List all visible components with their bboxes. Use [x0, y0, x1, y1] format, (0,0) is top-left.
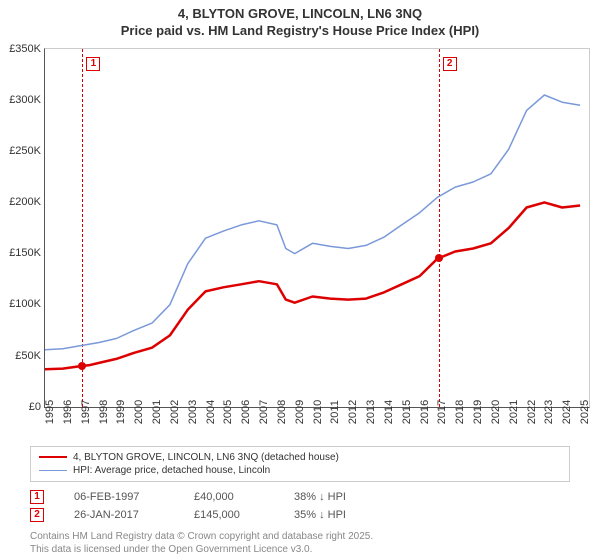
sales-marker-box: 1 — [30, 490, 44, 504]
title-line-2: Price paid vs. HM Land Registry's House … — [0, 23, 600, 40]
x-tick-label: 2012 — [347, 400, 359, 424]
y-tick-label: £250K — [9, 145, 41, 157]
x-tick-label: 2021 — [508, 400, 520, 424]
x-tick-label: 1995 — [44, 400, 56, 424]
legend: 4, BLYTON GROVE, LINCOLN, LN6 3NQ (detac… — [30, 446, 570, 482]
x-tick-label: 1999 — [115, 400, 127, 424]
x-tick-label: 2002 — [169, 400, 181, 424]
x-axis-labels: 1995199619971998199920002001200220032004… — [44, 408, 590, 446]
sales-pct: 35% ↓ HPI — [294, 509, 384, 521]
series-property — [45, 202, 580, 369]
x-tick-label: 2017 — [436, 400, 448, 424]
x-tick-label: 2005 — [222, 400, 234, 424]
x-tick-label: 2015 — [401, 400, 413, 424]
legend-swatch — [39, 456, 67, 458]
y-tick-label: £300K — [9, 94, 41, 106]
x-tick-label: 2020 — [490, 400, 502, 424]
legend-item: 4, BLYTON GROVE, LINCOLN, LN6 3NQ (detac… — [39, 451, 561, 464]
x-tick-label: 2011 — [329, 400, 341, 424]
x-tick-label: 1997 — [80, 400, 92, 424]
x-tick-label: 1996 — [62, 400, 74, 424]
x-tick-label: 2003 — [187, 400, 199, 424]
x-tick-label: 2016 — [419, 400, 431, 424]
sales-price: £40,000 — [194, 491, 264, 503]
sales-date: 06-FEB-1997 — [74, 491, 164, 503]
x-tick-label: 2010 — [312, 400, 324, 424]
series-svg — [45, 49, 589, 407]
sales-date: 26-JAN-2017 — [74, 509, 164, 521]
chart-container: 4, BLYTON GROVE, LINCOLN, LN6 3NQ Price … — [0, 0, 600, 560]
sales-price: £145,000 — [194, 509, 264, 521]
x-tick-label: 2000 — [133, 400, 145, 424]
y-tick-label: £350K — [9, 43, 41, 55]
sales-row: 2 26-JAN-2017 £145,000 35% ↓ HPI — [30, 506, 600, 524]
x-tick-label: 2007 — [258, 400, 270, 424]
legend-item: HPI: Average price, detached house, Linc… — [39, 464, 561, 477]
legend-label: 4, BLYTON GROVE, LINCOLN, LN6 3NQ (detac… — [73, 452, 339, 463]
sales-marker-box: 2 — [30, 508, 44, 522]
chart-title: 4, BLYTON GROVE, LINCOLN, LN6 3NQ Price … — [0, 0, 600, 40]
x-tick-label: 2004 — [205, 400, 217, 424]
x-tick-label: 2009 — [294, 400, 306, 424]
x-tick-label: 2006 — [240, 400, 252, 424]
legend-swatch — [39, 470, 67, 471]
x-tick-label: 2014 — [383, 400, 395, 424]
x-tick-label: 2008 — [276, 400, 288, 424]
x-tick-label: 2001 — [151, 400, 163, 424]
footer-line-1: Contains HM Land Registry data © Crown c… — [30, 530, 600, 543]
y-tick-label: £50K — [15, 350, 41, 362]
plot-area: £0£50K£100K£150K£200K£250K£300K£350K12 — [44, 48, 590, 408]
footer: Contains HM Land Registry data © Crown c… — [30, 530, 600, 556]
legend-label: HPI: Average price, detached house, Linc… — [73, 465, 270, 476]
footer-line-2: This data is licensed under the Open Gov… — [30, 543, 600, 556]
x-tick-label: 2024 — [561, 400, 573, 424]
y-tick-label: £0 — [29, 401, 41, 413]
y-tick-label: £150K — [9, 247, 41, 259]
x-tick-label: 2022 — [526, 400, 538, 424]
x-tick-label: 2013 — [365, 400, 377, 424]
title-line-1: 4, BLYTON GROVE, LINCOLN, LN6 3NQ — [0, 6, 600, 23]
series-hpi — [45, 95, 580, 350]
x-tick-label: 2018 — [454, 400, 466, 424]
x-tick-label: 2023 — [543, 400, 555, 424]
sales-row: 1 06-FEB-1997 £40,000 38% ↓ HPI — [30, 488, 600, 506]
x-tick-label: 1998 — [98, 400, 110, 424]
y-tick-label: £100K — [9, 298, 41, 310]
sales-table: 1 06-FEB-1997 £40,000 38% ↓ HPI 2 26-JAN-2017… — [30, 488, 600, 524]
x-tick-label: 2025 — [579, 400, 591, 424]
sales-pct: 38% ↓ HPI — [294, 491, 384, 503]
x-tick-label: 2019 — [472, 400, 484, 424]
y-tick-label: £200K — [9, 196, 41, 208]
